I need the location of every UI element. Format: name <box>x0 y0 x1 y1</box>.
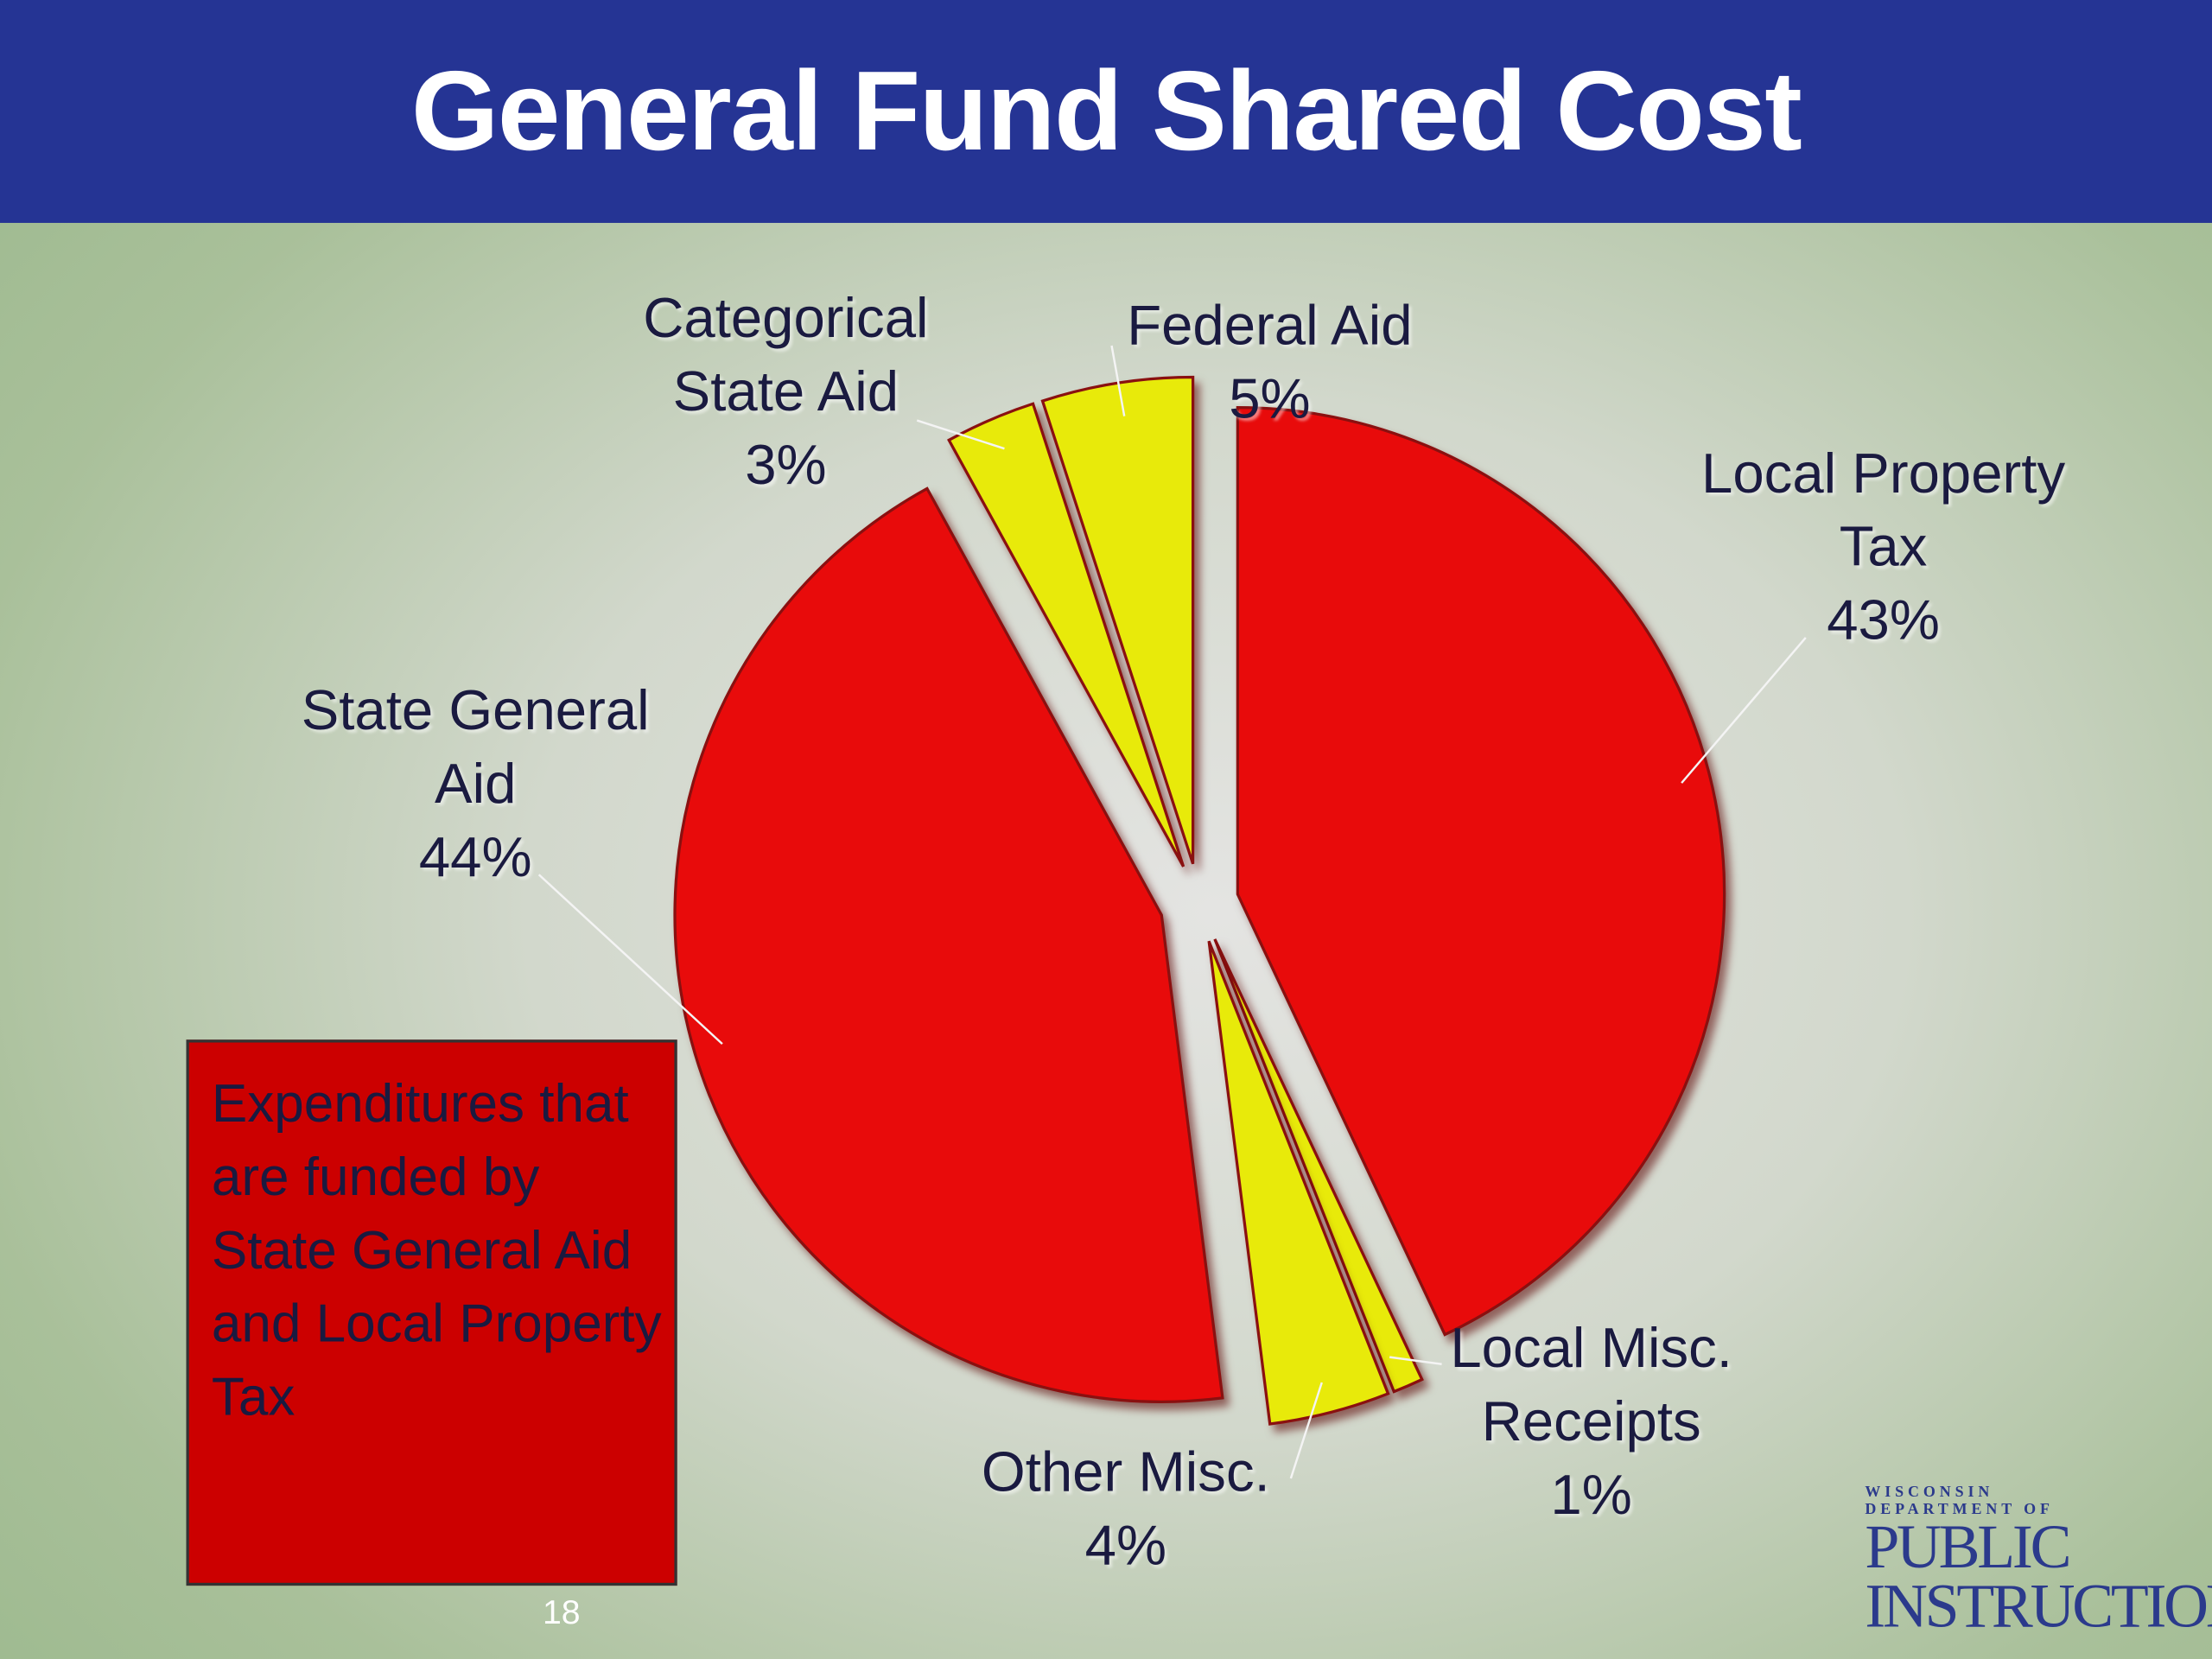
logo: WISCONSIN DEPARTMENT OF PUBLIC INSTRUCTI… <box>1865 1484 2212 1641</box>
leader-line <box>1289 1382 1323 1479</box>
leader-line <box>916 419 1005 450</box>
slice-value-label: 5% <box>1229 368 1311 430</box>
pie-slice <box>1040 375 1195 865</box>
leader-line <box>537 874 723 1046</box>
slice-label: State General Aid <box>301 679 650 816</box>
pie-slice <box>1207 940 1390 1426</box>
slice-value-label: 1% <box>1550 1464 1632 1527</box>
logo-text: DEPARTMENT OF <box>1865 1501 2054 1518</box>
pie-slice <box>1213 938 1424 1394</box>
slice-value-label: 44% <box>418 826 532 889</box>
chart-title: General Fund Shared Cost <box>0 0 2212 223</box>
pie-slice <box>947 402 1185 868</box>
leader-line <box>1681 637 1807 784</box>
logo-text: PUBLIC <box>1865 1512 2071 1582</box>
annotation: Expenditures that are funded by State Ge… <box>186 1039 677 1586</box>
slice-label: Local Property Tax <box>1701 442 2066 579</box>
slice-value-label: 4% <box>1084 1515 1167 1578</box>
slice-label: Categorical State Aid <box>643 288 929 423</box>
leader-line <box>1110 345 1126 416</box>
pie-slice <box>673 486 1224 1403</box>
leader-line <box>1389 1356 1442 1365</box>
logo-text: INSTRUCTION <box>1865 1571 2212 1641</box>
slice-label: Federal Aid <box>1127 295 1413 358</box>
slice-value-label: 43% <box>1827 589 1940 652</box>
pie-slice <box>1236 406 1726 1337</box>
page-number: 18 <box>542 1593 581 1632</box>
slice-label: Local Misc. Receipts <box>1450 1317 1732 1453</box>
slice-value-label: 3% <box>745 434 827 497</box>
slice-label: Other Misc. <box>981 1441 1270 1504</box>
logo-text: WISCONSIN <box>1865 1484 1994 1502</box>
